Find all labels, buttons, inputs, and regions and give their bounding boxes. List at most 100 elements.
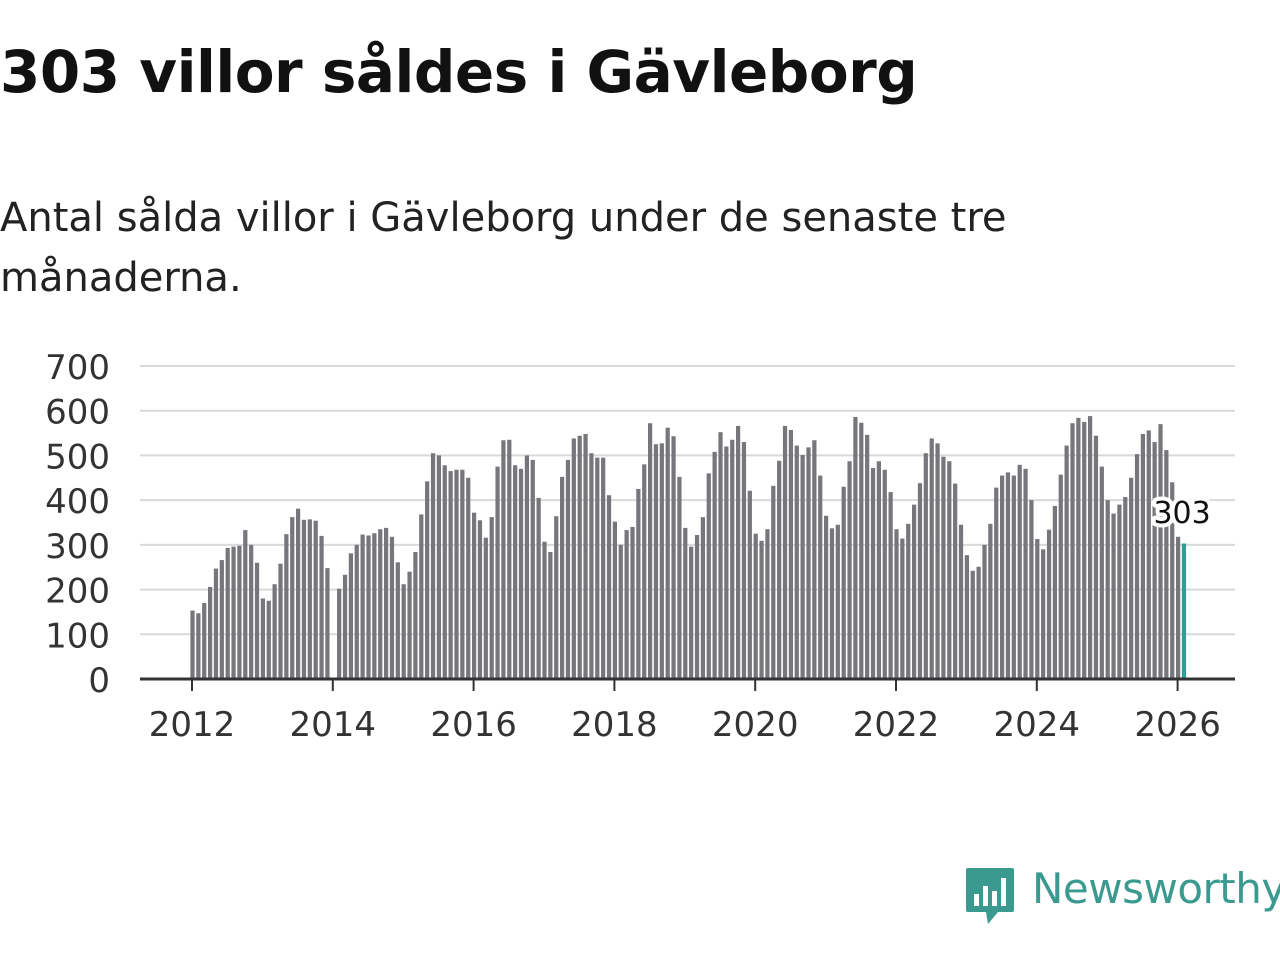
bar bbox=[771, 485, 776, 679]
bar bbox=[471, 512, 477, 679]
bar bbox=[366, 535, 371, 679]
bar bbox=[894, 529, 899, 679]
x-tick-label: 2018 bbox=[571, 705, 658, 745]
bar bbox=[700, 517, 706, 679]
bar bbox=[882, 469, 887, 679]
bar bbox=[1017, 464, 1022, 679]
bar bbox=[442, 465, 447, 679]
bar bbox=[947, 461, 952, 679]
bar bbox=[219, 560, 224, 679]
bar bbox=[794, 445, 799, 679]
bar bbox=[425, 481, 430, 679]
bar bbox=[859, 422, 864, 679]
bar bbox=[988, 523, 993, 679]
x-tick-label: 2020 bbox=[712, 705, 799, 745]
bar bbox=[530, 459, 535, 679]
bar bbox=[876, 461, 882, 679]
bar bbox=[865, 434, 870, 679]
bar bbox=[477, 520, 483, 679]
y-tick-label: 300 bbox=[45, 527, 110, 567]
bar bbox=[1140, 433, 1146, 679]
bar bbox=[337, 588, 342, 679]
bar bbox=[630, 526, 635, 679]
bar bbox=[419, 514, 424, 679]
bar bbox=[407, 571, 412, 679]
bar bbox=[765, 529, 770, 679]
bar bbox=[659, 443, 664, 679]
bar bbox=[460, 469, 465, 679]
bar bbox=[941, 456, 946, 679]
x-tick-label: 2024 bbox=[994, 705, 1081, 745]
bar bbox=[759, 540, 764, 679]
bar bbox=[870, 467, 876, 679]
bar bbox=[243, 530, 248, 679]
bar bbox=[290, 517, 295, 679]
bar bbox=[307, 519, 312, 679]
bar bbox=[1099, 466, 1104, 679]
bar bbox=[777, 460, 782, 679]
bar bbox=[383, 527, 389, 679]
bar bbox=[213, 568, 219, 679]
bar bbox=[970, 570, 975, 679]
bar bbox=[1152, 442, 1157, 679]
bar bbox=[1005, 472, 1011, 679]
bar bbox=[1111, 513, 1116, 679]
bar bbox=[483, 537, 488, 679]
bar bbox=[958, 524, 964, 679]
bar bbox=[430, 453, 436, 679]
bar bbox=[929, 438, 934, 679]
bar bbox=[706, 473, 711, 679]
bar bbox=[923, 453, 928, 679]
bar bbox=[1105, 500, 1110, 679]
bar bbox=[436, 455, 442, 679]
bar bbox=[847, 461, 852, 679]
bar bbox=[260, 598, 266, 679]
bar bbox=[689, 546, 694, 679]
bar bbox=[1023, 468, 1028, 679]
bar bbox=[1058, 474, 1063, 679]
bar bbox=[1076, 417, 1081, 679]
bar bbox=[190, 610, 195, 679]
bar bbox=[372, 533, 377, 679]
bar bbox=[542, 541, 547, 679]
bar bbox=[272, 584, 277, 679]
bar bbox=[1146, 430, 1151, 679]
newsworthy-logo: Newsworthy bbox=[964, 864, 1280, 930]
bar bbox=[231, 546, 236, 679]
bar bbox=[524, 455, 530, 679]
bar bbox=[1070, 423, 1075, 679]
bar bbox=[741, 442, 747, 679]
y-tick-label: 700 bbox=[45, 348, 110, 388]
bar bbox=[237, 545, 242, 679]
x-tick-label: 2026 bbox=[1134, 705, 1221, 745]
bar bbox=[495, 466, 500, 679]
bar bbox=[724, 446, 729, 679]
bar bbox=[284, 534, 289, 679]
bar bbox=[325, 568, 330, 679]
bar bbox=[1170, 482, 1175, 679]
bar bbox=[1011, 475, 1016, 679]
bar bbox=[806, 447, 811, 679]
x-tick-label: 2016 bbox=[430, 705, 517, 745]
bar bbox=[853, 416, 858, 679]
bar bbox=[278, 563, 283, 679]
bar bbox=[577, 435, 582, 679]
x-tick-label: 2022 bbox=[853, 705, 940, 745]
bar bbox=[1082, 421, 1087, 679]
bar bbox=[1117, 504, 1122, 679]
bar bbox=[225, 547, 230, 679]
bar bbox=[401, 584, 406, 679]
bar bbox=[395, 562, 400, 679]
bar bbox=[753, 533, 758, 679]
newsworthy-logo-icon bbox=[966, 868, 1014, 924]
bar bbox=[513, 465, 518, 679]
bar bbox=[935, 443, 940, 679]
bar bbox=[319, 535, 324, 679]
bar bbox=[548, 552, 553, 679]
bar bbox=[254, 562, 260, 679]
bar bbox=[982, 544, 987, 679]
bar bbox=[589, 453, 594, 679]
bar bbox=[1175, 536, 1181, 679]
y-tick-label: 400 bbox=[45, 482, 110, 522]
